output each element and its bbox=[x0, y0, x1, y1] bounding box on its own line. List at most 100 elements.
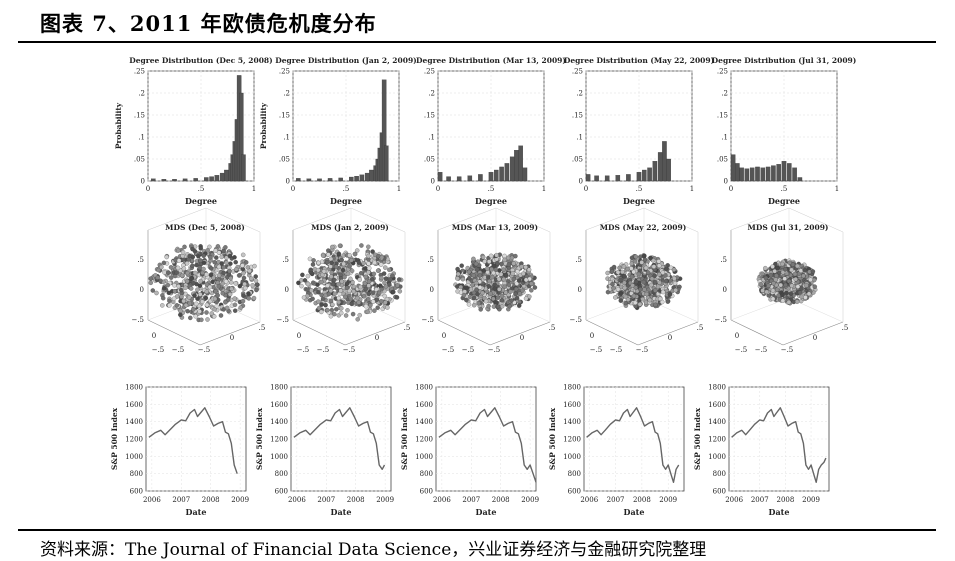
x-tick-label: 1 bbox=[690, 185, 694, 193]
y-tick-label: 800 bbox=[568, 470, 581, 478]
mds-point bbox=[221, 265, 226, 270]
mds-point bbox=[349, 268, 355, 274]
chart-title: MDS (Jan 2, 2009) bbox=[311, 223, 389, 232]
bar bbox=[522, 167, 528, 182]
bar bbox=[499, 166, 504, 182]
x-tick-label: 2008 bbox=[492, 496, 510, 504]
sp500-panel-3: 600 800 1000 1200 1400 1600 1800 2006 2007 2008 20… bbox=[400, 384, 539, 518]
y-tick-label: .2 bbox=[428, 90, 435, 98]
mds-point bbox=[526, 267, 532, 273]
y-tick-label: −.5 bbox=[198, 346, 211, 354]
mds-point bbox=[366, 244, 371, 250]
mds-point bbox=[656, 259, 662, 264]
mds-point bbox=[394, 295, 400, 300]
mds-point bbox=[808, 277, 813, 283]
y-tick-label: .15 bbox=[424, 112, 435, 120]
mds-point bbox=[355, 317, 360, 322]
mds-point bbox=[371, 271, 377, 277]
mds-point bbox=[181, 266, 187, 271]
x-tick-label: 2006 bbox=[433, 496, 451, 504]
mds-point bbox=[649, 276, 655, 282]
mds-point bbox=[648, 255, 653, 261]
mds-point bbox=[370, 299, 376, 304]
mds-point bbox=[652, 288, 658, 293]
mds-point bbox=[218, 313, 224, 318]
mds-point bbox=[183, 302, 189, 308]
mds-point bbox=[799, 294, 804, 300]
mds-point bbox=[180, 249, 186, 255]
y-tick-label: .5 bbox=[259, 324, 266, 332]
x-axis-label: Date bbox=[331, 507, 352, 517]
mds-point bbox=[502, 253, 507, 259]
x-axis bbox=[437, 319, 491, 346]
mds-point bbox=[204, 282, 210, 287]
z-tick-label: 0 bbox=[140, 286, 144, 294]
mds-point bbox=[320, 253, 326, 258]
mds-point bbox=[499, 304, 505, 309]
mds-point bbox=[640, 296, 645, 302]
y-tick-label: .05 bbox=[717, 156, 728, 164]
bar bbox=[781, 161, 787, 182]
bar bbox=[478, 174, 483, 182]
mds-point bbox=[175, 248, 181, 253]
mds-point bbox=[354, 248, 360, 253]
x-tick-label: −.5 bbox=[462, 346, 475, 354]
mds-point bbox=[486, 259, 492, 264]
mds-point bbox=[366, 291, 372, 297]
y-tick-label: 600 bbox=[130, 488, 143, 496]
mds-point bbox=[763, 265, 768, 271]
mds-point bbox=[176, 258, 182, 263]
mds-point bbox=[331, 277, 337, 283]
y-tick-label: 800 bbox=[275, 470, 288, 478]
bar bbox=[241, 154, 246, 182]
mds-point bbox=[503, 273, 509, 278]
mds-point bbox=[347, 253, 352, 258]
mds-point bbox=[184, 278, 190, 284]
x-tick-label: 0 bbox=[442, 332, 446, 340]
y-tick-label: −.5 bbox=[781, 346, 794, 354]
mds-point bbox=[508, 289, 513, 294]
mds-point bbox=[344, 281, 350, 286]
y-tick-label: −.5 bbox=[488, 346, 501, 354]
mds-point bbox=[764, 289, 769, 295]
y-tick-label: 600 bbox=[713, 488, 726, 496]
mds-point bbox=[238, 305, 243, 310]
y-tick-label: 1800 bbox=[563, 384, 581, 392]
mds-point bbox=[204, 272, 209, 277]
box-edge bbox=[437, 207, 497, 231]
bar bbox=[494, 169, 499, 182]
bar bbox=[787, 163, 792, 182]
mds-point bbox=[641, 253, 647, 259]
mds-point bbox=[633, 279, 639, 285]
z-tick-label: −.5 bbox=[276, 316, 289, 324]
mds-point bbox=[357, 312, 362, 318]
mds-point bbox=[770, 264, 775, 269]
x-tick-label: −.5 bbox=[442, 346, 455, 354]
mds-point bbox=[358, 270, 364, 276]
y-axis-label: S&P 500 Index bbox=[110, 407, 119, 470]
mds-point bbox=[205, 317, 210, 322]
mds-point bbox=[649, 282, 654, 288]
mds-point bbox=[379, 298, 384, 304]
mds-point bbox=[162, 270, 167, 275]
mds-point bbox=[339, 279, 345, 284]
y-tick-label: 1800 bbox=[270, 384, 288, 392]
y-tick-label: 1600 bbox=[270, 401, 288, 409]
mds-point bbox=[491, 270, 496, 276]
mds-point bbox=[633, 254, 639, 259]
mds-point bbox=[480, 290, 485, 296]
mds-point bbox=[787, 260, 792, 265]
mds-point bbox=[618, 298, 624, 303]
x-axis bbox=[292, 319, 346, 346]
mds-point bbox=[198, 278, 203, 284]
mds-point bbox=[204, 289, 209, 294]
mds-point bbox=[363, 303, 369, 309]
mds-point bbox=[167, 298, 172, 304]
mds-point bbox=[252, 263, 257, 269]
mds-point bbox=[488, 291, 493, 296]
mds-point bbox=[802, 268, 808, 273]
x-tick-label: 2007 bbox=[751, 496, 769, 504]
mds-point bbox=[223, 300, 228, 305]
y-tick-label: 0 bbox=[813, 334, 817, 342]
y-tick-label: .5 bbox=[549, 324, 556, 332]
